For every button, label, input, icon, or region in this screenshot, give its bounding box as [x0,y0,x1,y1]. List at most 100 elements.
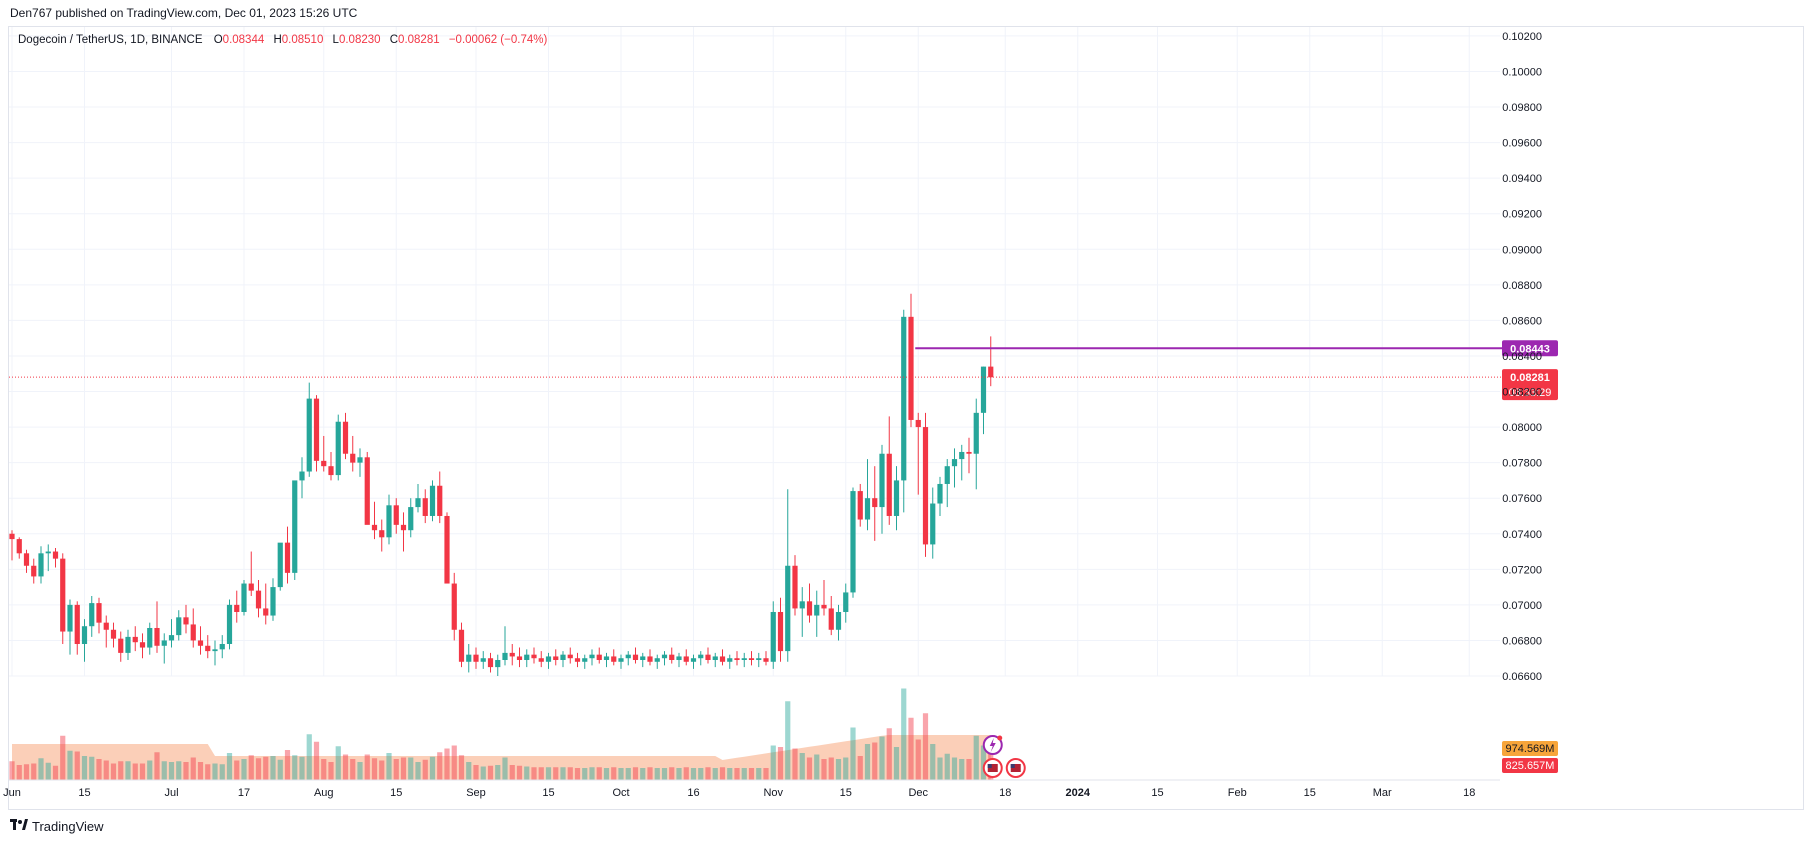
candle-body [683,656,689,662]
volume-ma-tag [1502,758,1558,773]
volume-bar [502,757,508,780]
volume-bar [712,768,718,780]
time-tick-label: Oct [612,787,629,799]
candle-body [806,601,813,616]
time-tick-label: 15 [1151,787,1163,799]
volume-bar [306,734,312,780]
volume-bar [147,760,153,780]
volume-bar [632,767,639,780]
candle-body [139,642,146,648]
volume-bar [52,765,59,780]
price-tick-label: 0.07200 [1502,564,1542,576]
volume-bar [531,767,537,780]
last-price-tag [1502,369,1558,401]
volume-bar [625,768,631,780]
candle-body [328,466,334,476]
volume-bar [60,735,66,780]
volume-bar [473,765,479,780]
close-value: 0.08281 [398,34,440,46]
candle-body [647,656,653,662]
volume-bar [973,735,979,780]
time-axis: Jun 15 Jul 17 Aug 15 Sep 15 Oct 16 Nov 15 Dec 18 2024 1… [3,779,1500,799]
time-tick-label: Mar [1373,787,1392,799]
candle-body [81,626,88,644]
candle-body [277,542,283,588]
candle-body [23,553,30,566]
open-value: 0.08344 [222,34,265,46]
candle-body [748,658,755,660]
candle-body [922,427,929,545]
volume-bar [516,765,523,780]
candle-body [538,658,544,662]
volume-bar [756,768,762,780]
candle-body [183,617,189,625]
candle-body [270,587,276,616]
price-tick-label: 0.06600 [1502,671,1542,683]
time-tick-label: 15 [390,787,402,799]
chart-grid [9,27,1500,677]
volume-bar [922,713,929,780]
volume-bar [255,758,262,780]
time-tick-label: 17 [238,787,250,799]
open-label: O [213,34,223,46]
volume-bar [132,763,138,780]
candle-body [596,654,602,660]
volume-bar [292,755,298,780]
volume-bar [371,758,378,780]
candle-body [560,654,566,660]
volume-bar [843,757,849,780]
volume-bar [415,762,421,780]
price-tick-label: 0.07400 [1502,529,1542,541]
volume-bar [45,762,51,780]
volume-bar [553,767,559,780]
time-tick-label: Aug [314,787,334,799]
candle-body [741,658,747,660]
candle-body [973,412,979,454]
volume-bar [205,764,211,780]
candle-body [16,539,22,554]
volume-bar [168,762,175,780]
volume-bar [328,762,334,780]
flag-stripes [1010,764,1021,772]
volume-bar [872,742,878,780]
volume-bar [545,767,552,780]
candle-body [915,419,921,428]
candle-body [132,636,138,643]
flag-stripes [987,764,998,772]
price-tick-label: 0.09000 [1502,244,1542,256]
tradingview-brand[interactable]: TradingView [10,818,104,834]
volume-bar [480,766,486,780]
candle-body [495,659,501,668]
volume-bar [67,750,73,780]
symbol-title: Dogecoin / TetherUS, 1D, BINANCE [18,34,203,46]
candle-body [524,654,530,660]
volume-bar [893,747,900,780]
candle-body [799,601,805,609]
candle-body [502,652,508,660]
volume-bar [9,761,15,780]
candle-body [466,654,472,662]
volume-bar [828,757,834,780]
change-value: −0.00062 (−0.74%) [448,34,548,46]
candle-body [103,622,109,630]
candle-body [777,611,784,652]
candle-body [379,530,385,538]
price-tick-label: 0.08400 [1502,351,1542,363]
candle-body [234,604,240,612]
candle-body [161,640,167,646]
volume-bar [567,767,573,780]
chart-frame[interactable] [8,26,1804,810]
candle-body [473,654,479,662]
candle-body [205,645,211,652]
price-tick-label: 0.10000 [1502,66,1542,78]
time-tick-label: Jun [3,787,21,799]
volume-bar [705,767,711,780]
candle-body [763,658,769,662]
candle-body [654,658,660,662]
high-value: 0.08510 [281,34,324,46]
candle-body [574,658,581,662]
candle-body [770,611,776,662]
countdown-label: 08:33:29 [1509,387,1552,399]
volume-bar [89,756,95,780]
